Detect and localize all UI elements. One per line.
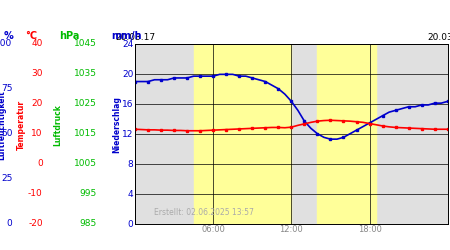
Text: 40: 40 xyxy=(32,39,43,48)
Text: 1035: 1035 xyxy=(74,69,97,78)
Text: 1025: 1025 xyxy=(74,99,97,108)
Text: hPa: hPa xyxy=(59,31,80,41)
Text: %: % xyxy=(3,31,13,41)
Text: 100: 100 xyxy=(0,39,13,48)
Text: 0: 0 xyxy=(7,219,13,228)
Text: 50: 50 xyxy=(1,129,13,138)
Text: mm/h: mm/h xyxy=(112,31,142,41)
Text: 1015: 1015 xyxy=(74,129,97,138)
Text: 985: 985 xyxy=(80,219,97,228)
Text: Temperatur: Temperatur xyxy=(17,100,26,150)
Text: Luftfeuchtigkeit: Luftfeuchtigkeit xyxy=(0,90,6,160)
Bar xyxy=(194,44,292,224)
Text: 75: 75 xyxy=(1,84,13,93)
Text: 0: 0 xyxy=(37,159,43,168)
Text: -10: -10 xyxy=(28,189,43,198)
Text: 1005: 1005 xyxy=(74,159,97,168)
Text: 25: 25 xyxy=(1,174,13,183)
Text: 30: 30 xyxy=(31,69,43,78)
Text: Niederschlag: Niederschlag xyxy=(112,96,122,154)
Bar xyxy=(317,44,376,224)
Text: 995: 995 xyxy=(80,189,97,198)
Text: -20: -20 xyxy=(28,219,43,228)
Text: Luftdruck: Luftdruck xyxy=(53,104,62,146)
Text: °C: °C xyxy=(26,31,37,41)
Text: Erstellt: 02.06.2025 13:57: Erstellt: 02.06.2025 13:57 xyxy=(154,208,254,216)
Text: 10: 10 xyxy=(31,129,43,138)
Text: 20: 20 xyxy=(32,99,43,108)
Text: 1045: 1045 xyxy=(74,39,97,48)
